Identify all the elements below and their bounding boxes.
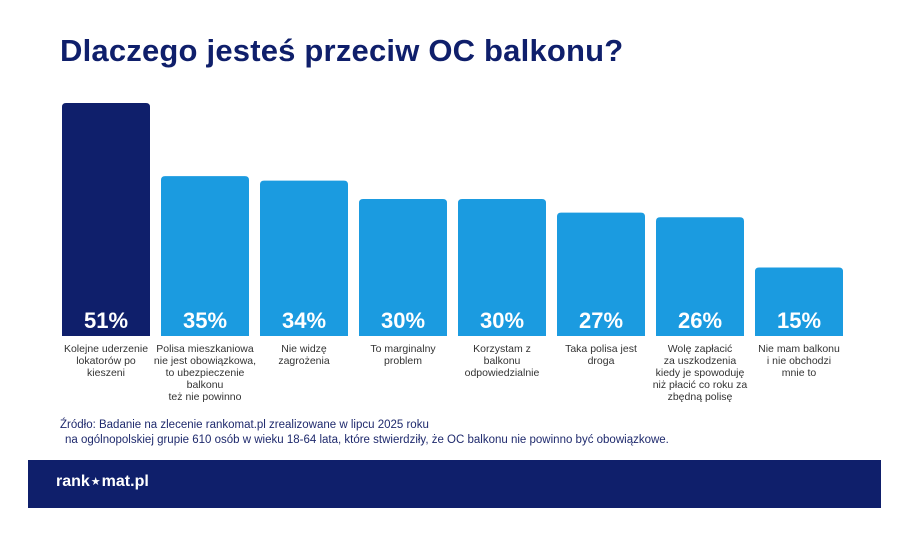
bar-value-label: 26% <box>678 308 722 333</box>
chart-title: Dlaczego jesteś przeciw OC balkonu? <box>60 33 624 68</box>
star-icon: ★ <box>90 475 101 488</box>
brand-logo: rank ★ mat.pl <box>56 473 149 490</box>
bar-value-label: 51% <box>84 308 128 333</box>
bar-value-label: 15% <box>777 308 821 333</box>
source-line-1: Źródło: Badanie na zlecenie rankomat.pl … <box>60 419 429 431</box>
bar-chart: 51% 35% 34% 30% 30% 27% 26% 15% <box>62 103 843 336</box>
source-line-2: na ogólnopolskiej grupie 610 osób w wiek… <box>65 434 669 446</box>
bar-4 <box>359 198 447 336</box>
bar-value-label: 35% <box>183 308 227 333</box>
bar-2 <box>161 176 249 336</box>
category-label: Kolejne uderzenie lokatorów po kieszeni <box>63 343 149 379</box>
bar-3 <box>260 180 348 336</box>
footer-bar: rank ★ mat.pl <box>28 460 881 508</box>
bar-value-label: 30% <box>480 308 524 333</box>
bar-8 <box>755 267 843 336</box>
bar-value-label: 34% <box>282 308 326 333</box>
bar-value-label: 30% <box>381 308 425 333</box>
category-label: Wolę zapłacić za uszkodzenia kiedy je sp… <box>652 343 748 403</box>
bar-6 <box>557 212 645 336</box>
bar-value-label: 27% <box>579 308 623 333</box>
category-label: Nie mam balkonu i nie obchodzi mnie to <box>758 343 840 379</box>
category-label: Polisa mieszkaniowa nie jest obowiązkowa… <box>153 343 257 403</box>
category-label: Korzystam z balkonu odpowiedzialnie <box>464 343 540 379</box>
bar-7 <box>656 217 744 336</box>
bar-1 <box>62 103 150 336</box>
bar-5 <box>458 198 546 336</box>
category-label: To marginalny problem <box>370 343 436 367</box>
category-label: Nie widzę zagrożenia <box>278 343 330 367</box>
category-label: Taka polisa jest droga <box>565 343 637 367</box>
source-note: Źródło: Badanie na zlecenie rankomat.pl … <box>60 418 669 448</box>
